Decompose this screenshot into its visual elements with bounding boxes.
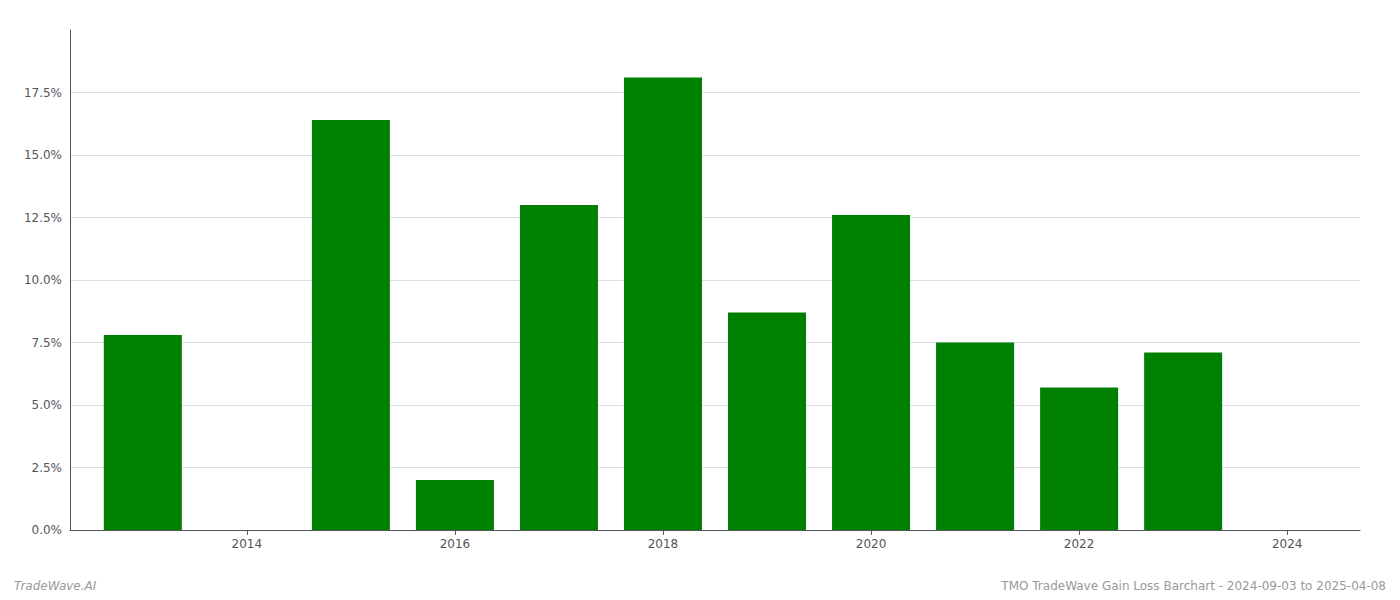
svg-text:TradeWave.AI: TradeWave.AI — [14, 579, 97, 593]
svg-text:2024: 2024 — [1272, 537, 1303, 551]
svg-text:2020: 2020 — [856, 537, 887, 551]
svg-text:5.0%: 5.0% — [32, 398, 63, 412]
svg-text:0.0%: 0.0% — [32, 523, 63, 537]
svg-text:2.5%: 2.5% — [32, 461, 63, 475]
svg-text:2018: 2018 — [648, 537, 679, 551]
svg-text:7.5%: 7.5% — [32, 336, 63, 350]
svg-text:TMO TradeWave Gain Loss Barcha: TMO TradeWave Gain Loss Barchart - 2024-… — [1000, 579, 1386, 593]
svg-text:17.5%: 17.5% — [24, 86, 62, 100]
svg-text:15.0%: 15.0% — [24, 148, 62, 162]
svg-text:2022: 2022 — [1064, 537, 1095, 551]
svg-text:2014: 2014 — [232, 537, 263, 551]
svg-text:12.5%: 12.5% — [24, 211, 62, 225]
svg-text:10.0%: 10.0% — [24, 273, 62, 287]
svg-text:2016: 2016 — [440, 537, 471, 551]
